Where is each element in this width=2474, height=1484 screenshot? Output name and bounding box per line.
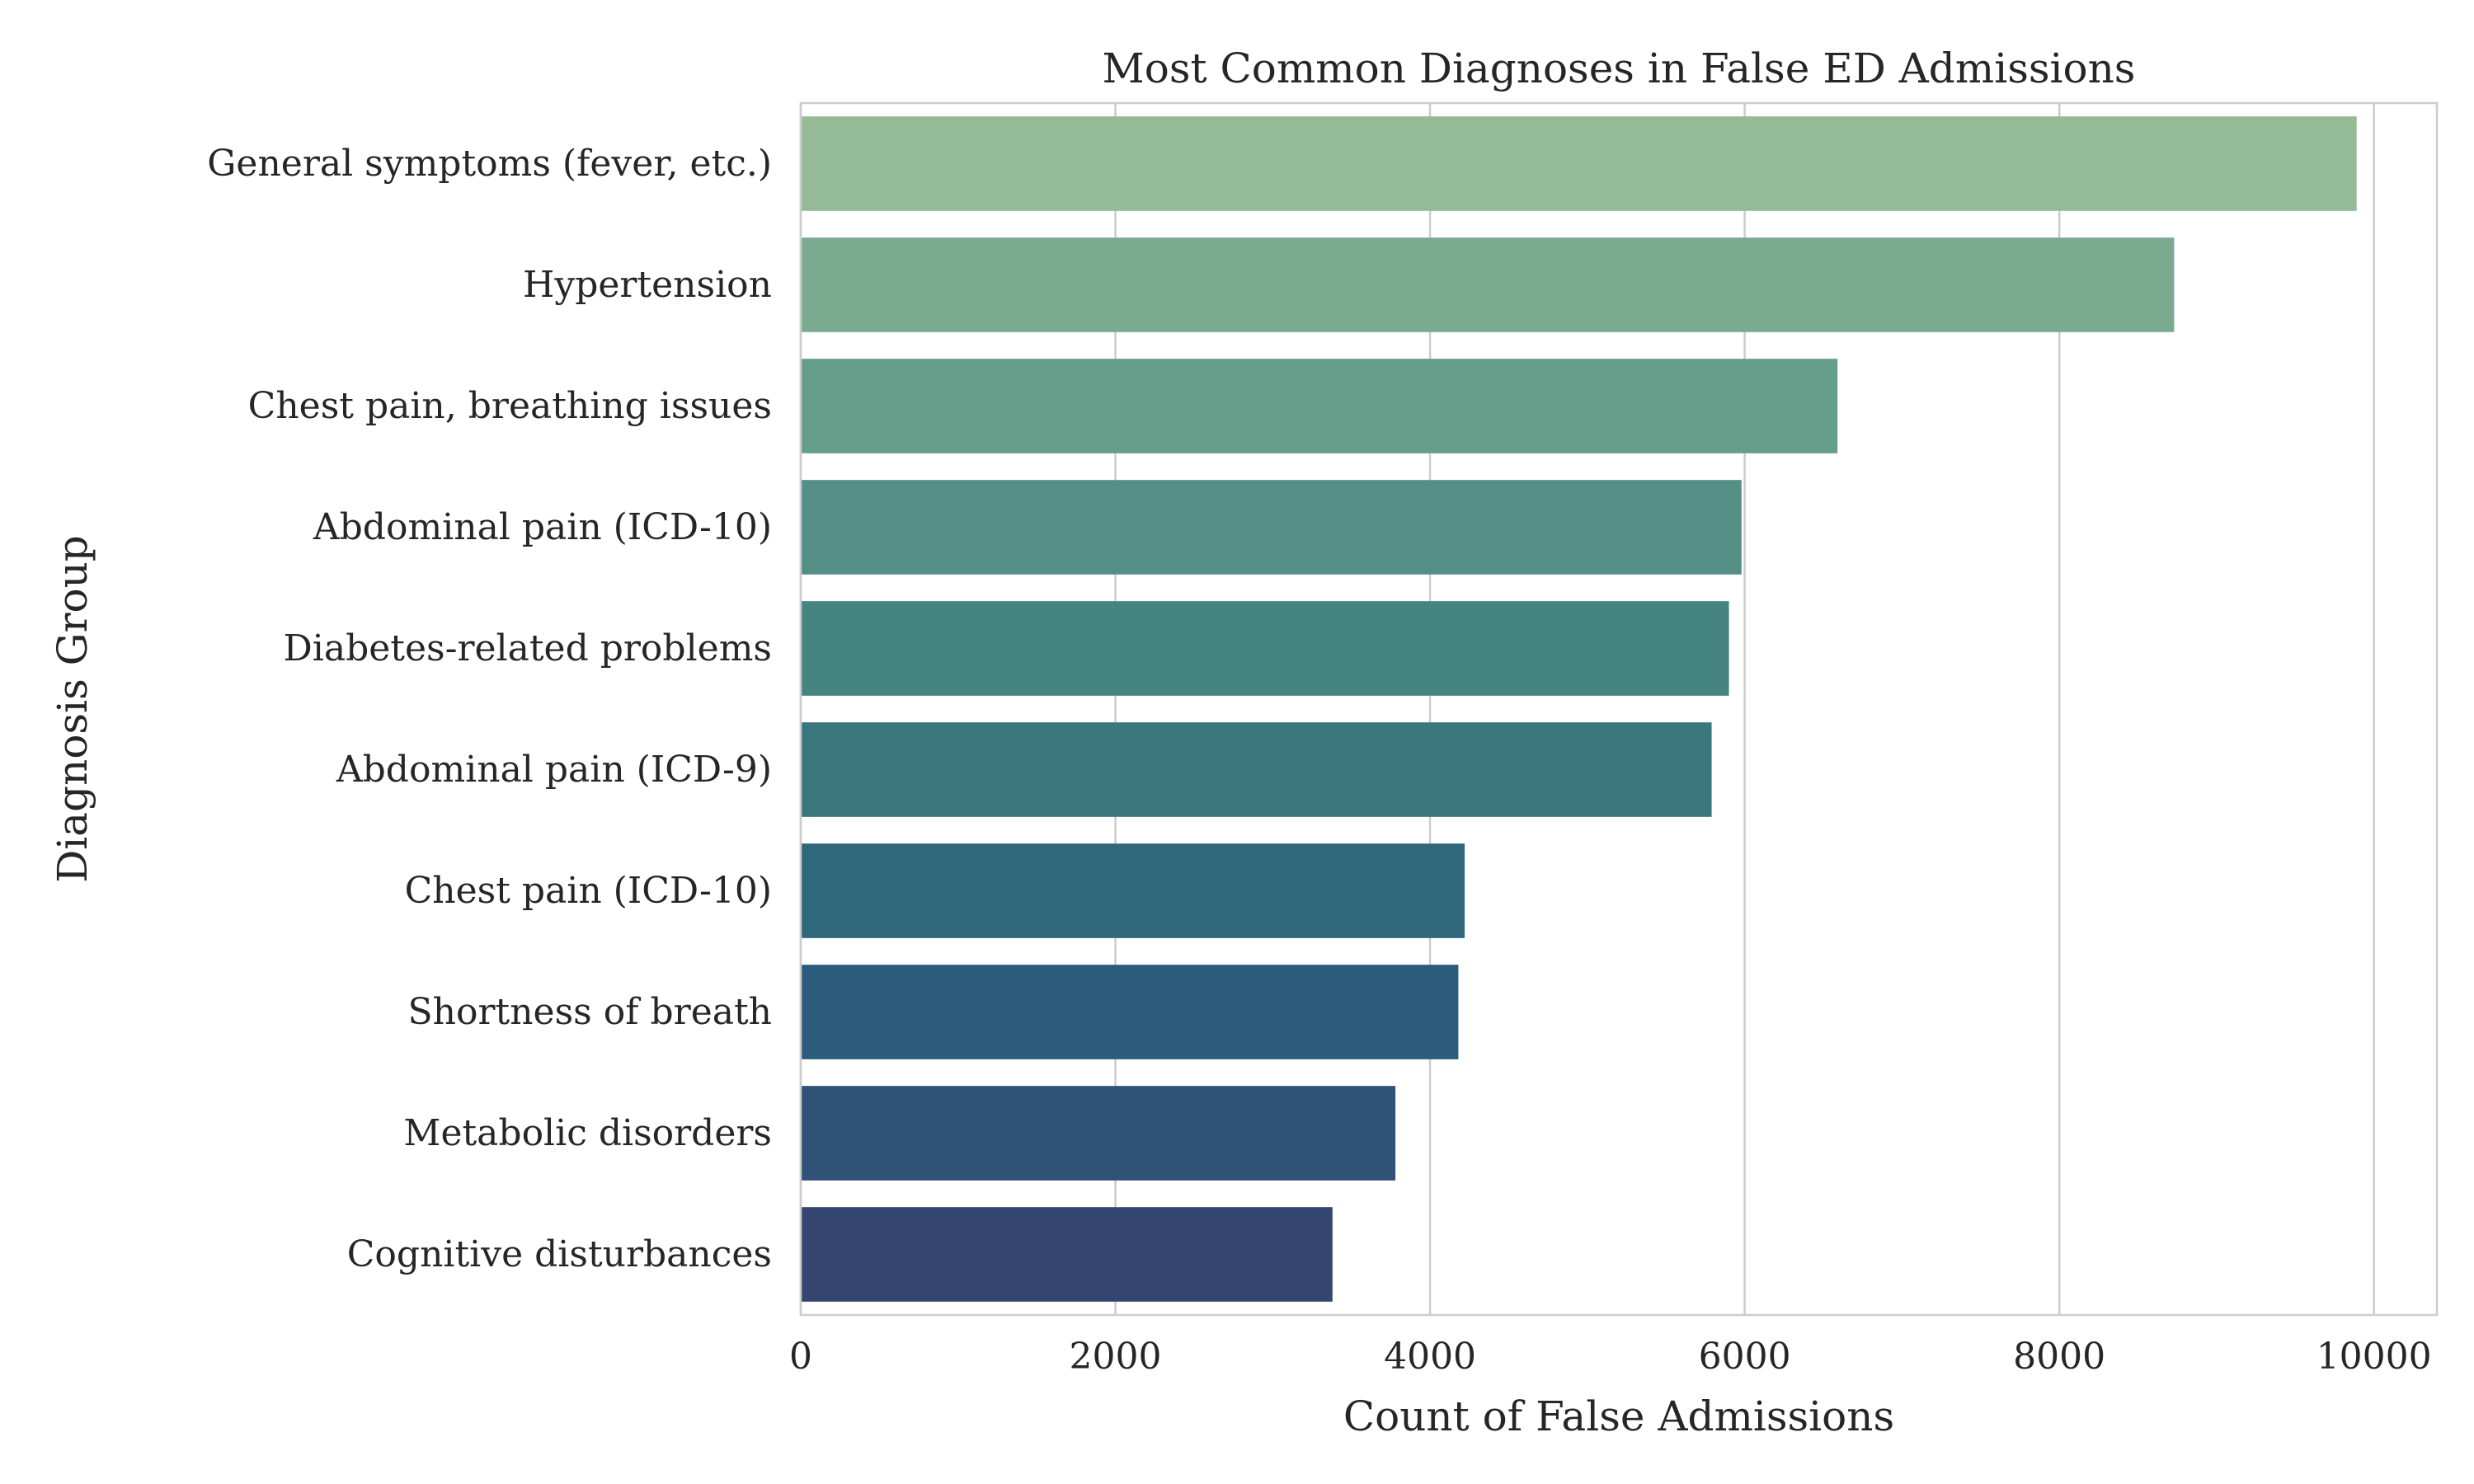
category-label-1: General symptoms (fever, etc.) — [207, 143, 772, 185]
bar-layer — [801, 116, 2357, 1302]
category-label-4: Abdominal pain (ICD-10) — [313, 506, 772, 548]
bar-7 — [801, 843, 1465, 938]
bar-8 — [801, 965, 1459, 1059]
bar-6 — [801, 722, 1712, 817]
category-label-5: Diabetes-related problems — [284, 627, 772, 669]
bar-4 — [801, 480, 1742, 575]
category-label-2: Hypertension — [523, 264, 772, 306]
category-label-7: Chest pain (ICD-10) — [405, 870, 772, 912]
bar-1 — [801, 116, 2357, 211]
category-label-3: Chest pain, breathing issues — [248, 385, 772, 427]
category-labels: General symptoms (fever, etc.) Hypertensi… — [207, 143, 772, 1275]
x-axis-label: Count of False Admissions — [1343, 1392, 1894, 1440]
category-label-10: Cognitive disturbances — [347, 1233, 772, 1275]
x-tick-label-4: 8000 — [2013, 1336, 2105, 1378]
category-label-6: Abdominal pain (ICD-9) — [336, 749, 772, 791]
y-axis-label: Diagnosis Group — [49, 535, 96, 883]
bar-10 — [801, 1207, 1333, 1302]
plot-frame — [799, 101, 2439, 1317]
bar-3 — [801, 359, 1838, 453]
bar-9 — [801, 1086, 1396, 1181]
x-tick-labels: 0 2000 4000 6000 8000 10000 — [789, 1336, 2432, 1378]
x-tick-label-3: 6000 — [1699, 1336, 1791, 1378]
category-label-9: Metabolic disorders — [403, 1112, 772, 1154]
category-label-8: Shortness of breath — [408, 991, 772, 1033]
bar-2 — [801, 237, 2175, 332]
x-tick-label-1: 2000 — [1070, 1336, 1162, 1378]
x-tick-label-0: 0 — [789, 1336, 812, 1378]
bar-5 — [801, 601, 1729, 696]
chart-title: Most Common Diagnoses in False ED Admiss… — [1103, 45, 2136, 92]
x-tick-label-2: 4000 — [1384, 1336, 1476, 1378]
x-tick-label-5: 10000 — [2316, 1336, 2432, 1378]
